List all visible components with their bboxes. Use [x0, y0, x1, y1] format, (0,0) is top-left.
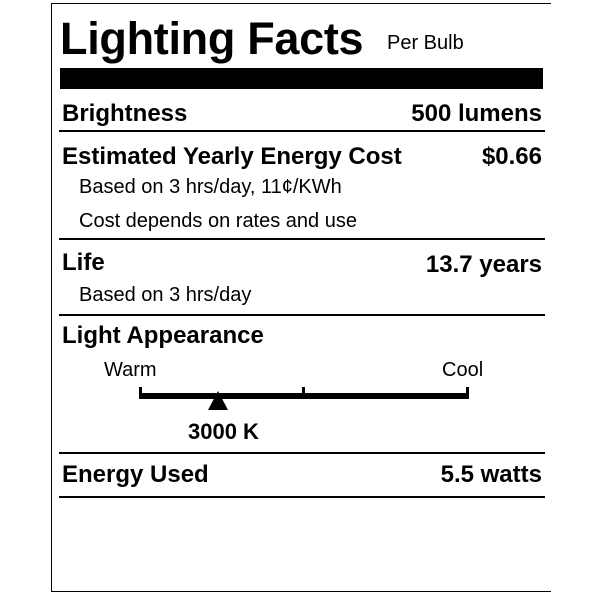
- brightness-value: 500 lumens: [411, 100, 542, 127]
- scale-tick: [139, 387, 142, 399]
- divider: [59, 314, 545, 316]
- warm-label: Warm: [104, 359, 157, 381]
- cost-note-usage: Based on 3 hrs/day, 11¢/KWh: [79, 176, 342, 198]
- cost-value: $0.66: [481, 143, 542, 170]
- cool-label: Cool: [442, 359, 484, 381]
- label-subtitle: Per Bulb: [387, 32, 464, 54]
- brightness-label: Brightness: [62, 100, 188, 127]
- divider: [59, 496, 545, 498]
- life-note: Based on 3 hrs/day: [79, 284, 252, 306]
- cost-note-rates: Cost depends on rates and use: [79, 210, 357, 232]
- appearance-label: Light Appearance: [62, 322, 264, 349]
- title-divider-bar: [60, 68, 543, 89]
- lighting-facts-label: [51, 3, 551, 592]
- divider: [59, 238, 545, 240]
- label-title: Lighting Facts: [60, 13, 364, 64]
- life-label: Life: [62, 249, 105, 276]
- scale-tick: [466, 387, 469, 399]
- temperature-marker-triangle-icon: [208, 391, 229, 410]
- cost-label: Estimated Yearly Energy Cost: [62, 143, 402, 170]
- life-value: 13.7 years: [425, 251, 542, 278]
- scale-tick: [302, 387, 305, 399]
- divider: [59, 130, 545, 132]
- energy-label: Energy Used: [62, 461, 209, 488]
- energy-value: 5.5 watts: [440, 461, 542, 488]
- divider: [59, 452, 545, 454]
- color-temperature-value: 3000 K: [188, 419, 259, 444]
